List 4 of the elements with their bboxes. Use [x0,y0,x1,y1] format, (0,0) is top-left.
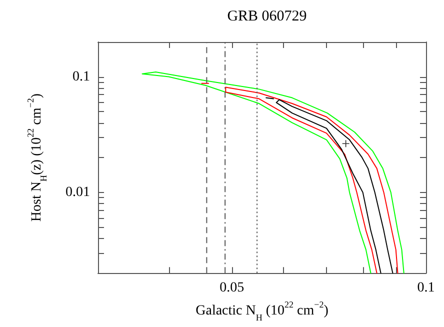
y-axis-title: Host NH(z) (1022 cm−2) [26,93,48,222]
y-tick-label: 0.01 [66,184,90,200]
x-tick-label: 0.05 [220,280,244,296]
chart-title: GRB 060729 [227,8,307,24]
